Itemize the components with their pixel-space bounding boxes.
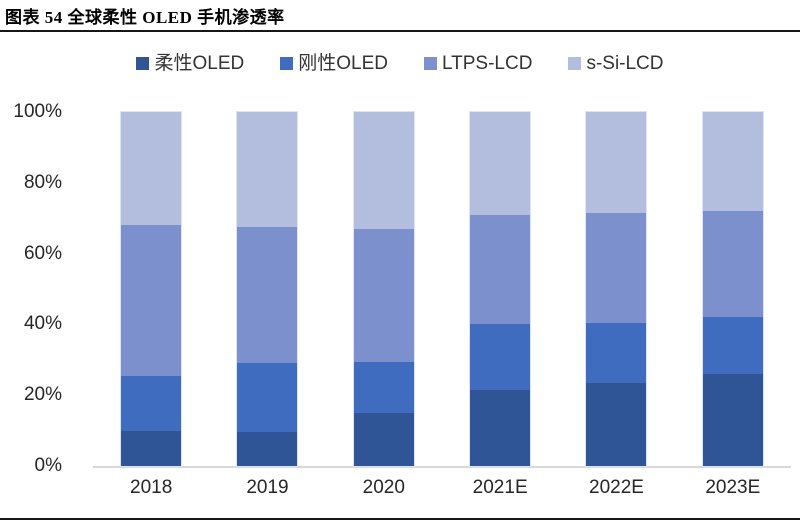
legend-label: LTPS-LCD [441,53,533,74]
legend-label: s-Si-LCD [586,53,664,74]
x-tick-label: 2018 [130,477,173,498]
legend-label: 刚性OLED [298,53,388,74]
bar-2019 [236,111,299,467]
bar-segment [353,412,414,466]
bar-2018 [120,111,183,467]
bar-segment [237,432,298,466]
figure-bottom-rule [0,518,800,520]
bar-2020 [352,111,415,467]
legend-swatch [423,57,437,70]
legend-item: LTPS-LCD [423,53,533,74]
bar-column [675,111,791,467]
legend-item: 柔性OLED [136,54,244,73]
bar-segment [470,112,531,215]
legend-swatch [568,57,582,70]
x-tick-label: 2023E [705,477,761,498]
bar-segment [586,212,647,323]
bar-segment [353,361,414,413]
bar-column [558,111,674,467]
legend-swatch [280,57,294,70]
bar-2023E [701,111,764,467]
bar-column [93,111,209,467]
bar-segment [702,211,763,318]
legend-label: 柔性OLED [154,53,245,74]
y-tick-label: 60% [23,242,62,264]
bar-column [326,111,442,467]
bar-segment [470,389,531,466]
bar-segment [586,322,647,383]
bar-segment [702,317,763,374]
bar-segment [470,214,531,325]
x-tick-label: 2022E [589,477,644,498]
y-tick-label: 40% [23,313,62,335]
bar-segment [586,382,647,466]
title-divider-rule [0,30,800,32]
bar-segment [121,112,182,226]
bar-column [209,111,325,467]
bar-segment [121,430,182,466]
bar-segment [353,228,414,362]
legend-item: 刚性OLED [280,54,388,73]
bar-2022E [585,111,648,467]
bar-segment [237,363,298,433]
bar-segment [121,225,182,376]
y-tick-label: 0% [34,455,62,476]
legend-item: s-Si-LCD [568,53,664,74]
legend-swatch [136,57,150,70]
x-tick-label: 2019 [246,477,289,498]
bar-segment [702,112,763,212]
bar-segment [353,112,414,229]
plot-area [93,111,791,468]
bar-segment [586,112,647,213]
chart-legend: 柔性OLED 刚性OLED LTPS-LCD s-Si-LCD [0,54,800,73]
x-tick-label: 2020 [362,477,405,498]
y-tick-label: 100% [13,101,62,122]
y-tick-label: 20% [23,384,62,406]
x-tick-label: 2021E [472,477,528,498]
x-axis-labels: 2018 2019 2020 2021E 2022E 2023E [93,476,791,500]
y-tick-label: 80% [23,171,62,193]
bar-segment [237,112,298,228]
bar-2021E [469,111,532,467]
bar-segment [702,373,763,466]
bar-column [442,111,558,467]
bar-segment [237,227,298,364]
bar-segment [470,324,531,390]
bar-segment [121,375,182,431]
figure-title: 图表 54 全球柔性 OLED 手机渗透率 [5,8,285,27]
